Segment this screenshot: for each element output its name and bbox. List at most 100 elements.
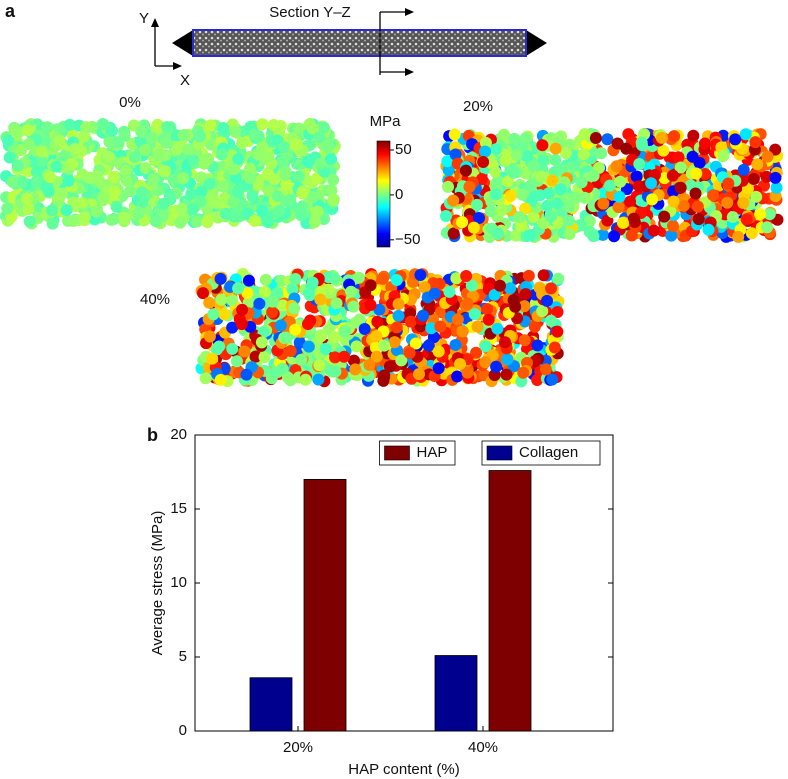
particle: [187, 202, 200, 215]
particle: [499, 154, 512, 167]
particle: [449, 148, 462, 161]
colorbar-label: MPa: [370, 113, 402, 130]
particle: [551, 197, 564, 210]
particle: [80, 121, 93, 134]
particle: [583, 215, 596, 228]
particle: [279, 166, 292, 179]
panel-label: a: [5, 1, 16, 21]
particle: [491, 322, 504, 335]
particle: [232, 185, 245, 198]
particle: [517, 366, 530, 379]
particle: [128, 151, 141, 164]
y-tick-label: 15: [170, 500, 187, 517]
particle: [284, 193, 297, 206]
particle: [751, 158, 764, 171]
particle: [459, 164, 472, 177]
particle: [312, 373, 325, 386]
particle: [587, 169, 600, 182]
particle: [187, 154, 200, 167]
particle: [159, 165, 172, 178]
particle: [440, 210, 453, 223]
particle: [500, 368, 513, 381]
particle: [460, 269, 473, 282]
particle: [513, 211, 526, 224]
axis-x-label: X: [180, 72, 190, 89]
particle: [658, 210, 671, 223]
particle: [204, 119, 217, 132]
particle: [90, 205, 103, 218]
particle: [447, 194, 460, 207]
particle: [537, 269, 550, 282]
particle: [103, 135, 116, 148]
particle: [67, 214, 80, 227]
particle: [76, 197, 89, 210]
particle: [448, 128, 461, 141]
particle: [325, 153, 338, 166]
particle: [242, 274, 255, 287]
particle: [268, 173, 281, 186]
particle: [754, 208, 767, 221]
particle: [313, 131, 326, 144]
particle: [519, 132, 532, 145]
particle: [280, 178, 293, 191]
particle: [147, 172, 160, 185]
particle: [770, 181, 783, 194]
particle: [45, 204, 58, 217]
particle: [769, 143, 782, 156]
particle: [321, 141, 334, 154]
particle: [252, 148, 265, 161]
particle: [548, 341, 561, 354]
particle: [745, 227, 758, 240]
legend-label: HAP: [417, 444, 448, 461]
particle: [471, 320, 484, 333]
particle: [536, 139, 549, 152]
particle: [218, 308, 231, 321]
particle: [611, 137, 624, 150]
particle: [451, 370, 464, 383]
particle: [540, 294, 553, 307]
particle: [163, 190, 176, 203]
x-tick-label: 40%: [468, 739, 498, 756]
particle: [707, 189, 720, 202]
particle: [206, 352, 219, 365]
particle: [428, 287, 441, 300]
particle: [325, 184, 338, 197]
particle: [35, 145, 48, 158]
particle: [56, 187, 69, 200]
particle: [447, 227, 460, 240]
particle: [112, 136, 125, 149]
particle: [315, 330, 328, 343]
particle: [152, 148, 165, 161]
particle: [456, 216, 469, 229]
y-tick-label: 0: [179, 722, 187, 739]
particle: [668, 130, 681, 143]
particle: [587, 230, 600, 243]
particle: [110, 200, 123, 213]
particle: [535, 170, 548, 183]
particle: [78, 130, 91, 143]
particle: [449, 338, 462, 351]
particle: [227, 163, 240, 176]
particle: [595, 147, 608, 160]
particle: [422, 339, 435, 352]
particle: [135, 186, 148, 199]
particle: [383, 360, 396, 373]
particle: [546, 373, 559, 386]
particle: [507, 166, 520, 179]
particle: [229, 125, 242, 138]
particle: [181, 143, 194, 156]
particle: [232, 153, 245, 166]
bar: [303, 478, 347, 732]
particle: [527, 211, 540, 224]
particle: [302, 340, 315, 353]
particle: [633, 157, 646, 170]
particle: [203, 330, 216, 343]
particle: [737, 197, 750, 210]
particle: [442, 180, 455, 193]
particle: [276, 362, 289, 375]
particle: [578, 128, 591, 141]
particle: [139, 161, 152, 174]
particle: [327, 193, 340, 206]
particle: [214, 373, 227, 386]
